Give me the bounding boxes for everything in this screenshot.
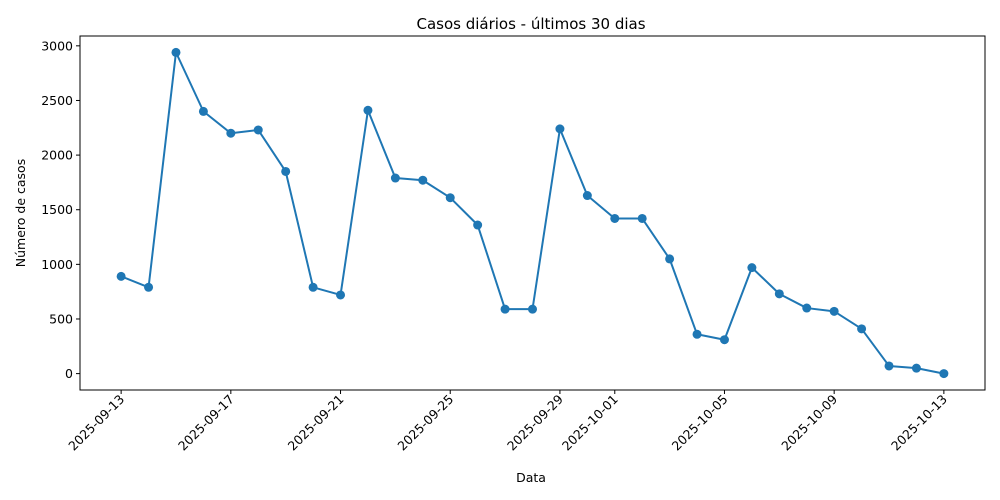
data-point [116, 271, 126, 281]
x-tick-label: 2025-10-01 [559, 392, 621, 454]
x-axis-ticks: 2025-09-13 2025-09-17 2025-09-21 2025-09-25… [65, 390, 950, 453]
data-point [857, 324, 867, 334]
data-point [473, 220, 483, 230]
x-tick-label: 2025-10-13 [888, 392, 950, 454]
y-tick-label: 500 [49, 311, 73, 326]
x-tick-label: 2025-10-09 [778, 391, 840, 453]
y-tick-label: 1000 [41, 257, 73, 272]
data-point [445, 193, 455, 203]
x-tick-label: 2025-09-13 [65, 392, 127, 454]
data-point [911, 363, 921, 373]
x-tick-label: 2025-09-25 [394, 392, 456, 454]
x-axis-title: Data [516, 470, 546, 485]
data-point [281, 166, 291, 176]
y-tick-label: 0 [65, 366, 73, 381]
y-tick-label: 3000 [41, 38, 73, 53]
data-point [226, 128, 236, 138]
data-point [610, 213, 620, 223]
data-point [198, 106, 208, 116]
data-point [253, 125, 263, 135]
data-point [637, 213, 647, 223]
y-tick-label: 2000 [41, 148, 73, 163]
data-point [500, 304, 510, 314]
data-point [829, 306, 839, 316]
series-layer [116, 47, 949, 379]
data-point [665, 254, 675, 264]
y-tick-label: 2500 [41, 93, 73, 108]
plot-area-frame [79, 35, 986, 391]
data-point [171, 47, 181, 57]
series-line [120, 51, 945, 375]
x-tick-label: 2025-09-29 [504, 391, 566, 453]
data-point [719, 335, 729, 345]
x-tick-label: 2025-10-05 [669, 392, 731, 454]
data-point [692, 329, 702, 339]
data-point [336, 290, 346, 300]
chart-title: Casos diários - últimos 30 dias [416, 15, 645, 33]
data-point [939, 369, 949, 379]
x-tick-label: 2025-09-17 [175, 392, 237, 454]
data-point [802, 303, 812, 313]
data-point [555, 124, 565, 134]
data-point [308, 282, 318, 292]
data-point [528, 304, 537, 314]
x-tick-label: 2025-09-21 [285, 392, 347, 454]
y-axis-title: Número de casos [13, 159, 28, 267]
data-point [747, 263, 757, 273]
data-point [418, 175, 428, 185]
data-point [884, 361, 894, 371]
data-point [363, 105, 373, 115]
y-axis-ticks: 0 500 1000 1500 2000 2500 3000 [41, 38, 80, 381]
data-point [390, 173, 400, 183]
y-tick-label: 1500 [41, 202, 73, 217]
data-point [144, 282, 154, 292]
data-point [774, 289, 784, 299]
data-point [582, 191, 592, 201]
